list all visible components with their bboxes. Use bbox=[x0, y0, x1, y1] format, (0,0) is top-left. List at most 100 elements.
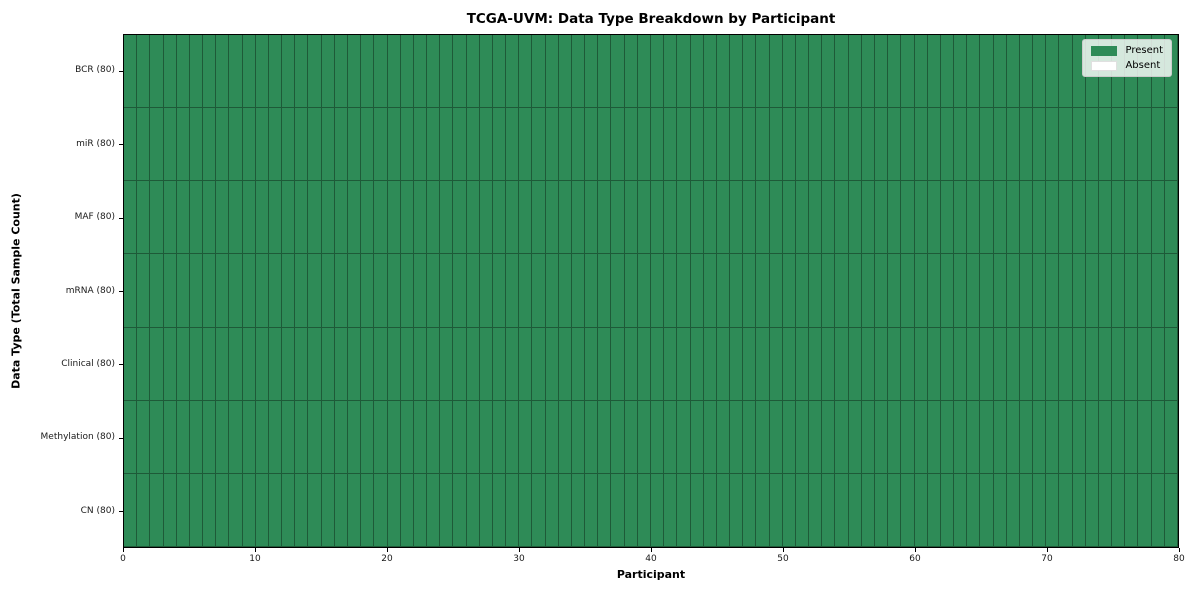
x-tick-mark bbox=[255, 548, 256, 552]
matrix-cell bbox=[940, 327, 955, 401]
matrix-cell bbox=[611, 473, 625, 547]
matrix-cell bbox=[137, 108, 151, 182]
matrix-cell bbox=[216, 327, 230, 401]
matrix-cell bbox=[888, 35, 902, 109]
matrix-cell bbox=[954, 254, 968, 328]
matrix-cell bbox=[321, 254, 335, 328]
matrix-cell bbox=[400, 254, 414, 328]
matrix-cell bbox=[585, 108, 599, 182]
matrix-cell bbox=[242, 35, 256, 109]
matrix-cell bbox=[611, 254, 625, 328]
x-tick-label: 20 bbox=[381, 554, 393, 564]
matrix-cell bbox=[1019, 108, 1034, 182]
matrix-cell bbox=[216, 35, 230, 109]
matrix-cell bbox=[848, 108, 862, 182]
x-tick-label: 0 bbox=[120, 554, 126, 564]
matrix-cell bbox=[466, 254, 480, 328]
matrix-cell bbox=[242, 473, 256, 547]
matrix-cell bbox=[598, 35, 612, 109]
matrix-cell bbox=[282, 35, 296, 109]
matrix-cell bbox=[347, 108, 362, 182]
matrix-cell bbox=[809, 254, 823, 328]
matrix-cell bbox=[308, 108, 322, 182]
matrix-cell bbox=[677, 35, 691, 109]
legend-entry: Absent bbox=[1091, 60, 1163, 71]
matrix-cell bbox=[176, 35, 190, 109]
matrix-cell bbox=[598, 181, 612, 255]
matrix-cell bbox=[993, 254, 1007, 328]
matrix-cell bbox=[453, 400, 467, 474]
matrix-cell bbox=[651, 473, 665, 547]
matrix-cell bbox=[624, 108, 638, 182]
matrix-cell bbox=[558, 35, 572, 109]
matrix-cell bbox=[1151, 473, 1165, 547]
matrix-cell bbox=[137, 327, 151, 401]
matrix-cell bbox=[492, 181, 507, 255]
matrix-cell bbox=[1085, 108, 1099, 182]
matrix-cell bbox=[624, 400, 638, 474]
matrix-cell bbox=[282, 108, 296, 182]
heatmap-grid bbox=[124, 35, 1178, 547]
matrix-cell bbox=[637, 108, 651, 182]
matrix-cell bbox=[822, 473, 836, 547]
matrix-cell bbox=[440, 35, 454, 109]
matrix-cell bbox=[835, 400, 849, 474]
matrix-cell bbox=[993, 400, 1007, 474]
matrix-cell bbox=[321, 108, 335, 182]
matrix-cell bbox=[980, 254, 994, 328]
matrix-cell bbox=[637, 473, 651, 547]
matrix-cell bbox=[861, 327, 875, 401]
matrix-cell bbox=[466, 35, 480, 109]
matrix-cell bbox=[730, 327, 744, 401]
matrix-cell bbox=[993, 181, 1007, 255]
matrix-cell bbox=[1164, 181, 1178, 255]
matrix-cell bbox=[809, 327, 823, 401]
matrix-cell bbox=[1125, 400, 1139, 474]
matrix-cell bbox=[295, 327, 309, 401]
matrix-cell bbox=[954, 473, 968, 547]
matrix-cell bbox=[506, 327, 520, 401]
matrix-cell bbox=[1006, 473, 1020, 547]
matrix-cell bbox=[176, 181, 190, 255]
matrix-cell bbox=[216, 254, 230, 328]
matrix-cell bbox=[730, 108, 744, 182]
matrix-cell bbox=[427, 35, 441, 109]
matrix-cell bbox=[716, 181, 731, 255]
matrix-cell bbox=[374, 181, 388, 255]
y-tick-label: Clinical (80) bbox=[61, 358, 115, 369]
matrix-cell bbox=[901, 181, 915, 255]
matrix-cell bbox=[571, 108, 586, 182]
matrix-cell bbox=[321, 35, 335, 109]
matrix-cell bbox=[927, 254, 941, 328]
matrix-cell bbox=[545, 400, 559, 474]
matrix-cell bbox=[756, 254, 770, 328]
matrix-cell bbox=[163, 254, 177, 328]
matrix-cell bbox=[927, 400, 941, 474]
matrix-cell bbox=[334, 181, 348, 255]
matrix-cell bbox=[716, 35, 731, 109]
matrix-cell bbox=[347, 181, 362, 255]
matrix-cell bbox=[1072, 400, 1086, 474]
matrix-cell bbox=[203, 181, 217, 255]
matrix-cell bbox=[400, 108, 414, 182]
matrix-cell bbox=[255, 473, 269, 547]
matrix-cell bbox=[690, 473, 704, 547]
matrix-cell bbox=[242, 181, 256, 255]
matrix-cell bbox=[585, 473, 599, 547]
matrix-cell bbox=[795, 108, 810, 182]
matrix-cell bbox=[927, 181, 941, 255]
matrix-cell bbox=[598, 400, 612, 474]
matrix-cell bbox=[901, 108, 915, 182]
matrix-cell bbox=[782, 254, 796, 328]
matrix-cell bbox=[189, 35, 204, 109]
matrix-cell bbox=[848, 400, 862, 474]
matrix-cell bbox=[835, 254, 849, 328]
matrix-cell bbox=[743, 181, 757, 255]
matrix-cell bbox=[756, 473, 770, 547]
matrix-cell bbox=[1098, 473, 1113, 547]
matrix-cell bbox=[1125, 327, 1139, 401]
matrix-cell bbox=[822, 181, 836, 255]
matrix-cell bbox=[519, 400, 533, 474]
y-tick-label: mRNA (80) bbox=[65, 285, 115, 296]
matrix-cell bbox=[967, 400, 981, 474]
